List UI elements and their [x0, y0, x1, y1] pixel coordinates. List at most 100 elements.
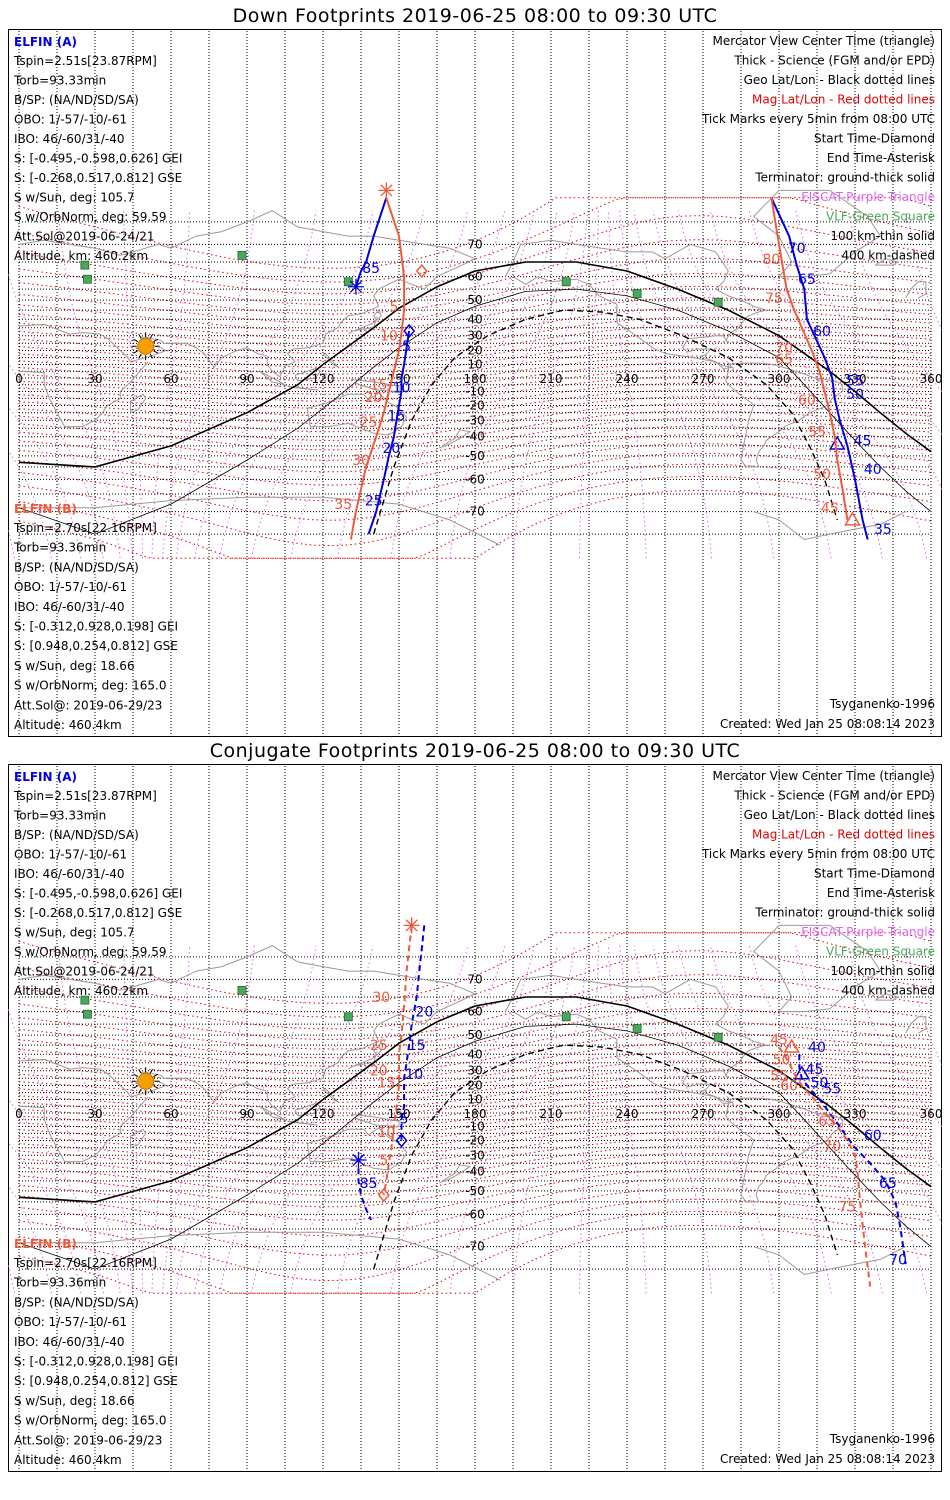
mag-longitude-line	[219, 210, 425, 559]
x-tick-label: 90	[239, 1107, 254, 1121]
y-tick-label: 40	[467, 312, 482, 326]
start-diamond-icon	[403, 323, 416, 339]
asterisk-stroke	[349, 280, 363, 293]
coastline	[130, 393, 147, 414]
mag-latitude-line	[18, 1224, 932, 1294]
y-tick-label: -30	[465, 1148, 485, 1162]
tick-time-label: 20	[415, 1005, 433, 1021]
mag-longitude-line	[123, 945, 144, 1294]
elfin-b-header: ELFIN (B)	[14, 502, 77, 516]
sun-ray	[153, 1073, 159, 1078]
mag-latitude-line	[18, 425, 932, 473]
sun-ray	[149, 1068, 154, 1074]
y-tick-label: 30	[467, 329, 482, 343]
x-tick-label: 330	[844, 1107, 867, 1121]
x-tick-label: 300	[768, 1107, 791, 1121]
tick-time-label: 85	[360, 1176, 378, 1192]
legend-entry: EISCAT-Purple Triangle	[801, 190, 935, 204]
vlf-station-square-icon	[80, 260, 90, 270]
sun-icon	[131, 332, 160, 361]
y-tick-label: -20	[465, 398, 485, 412]
tick-time-label: 55	[770, 1068, 788, 1084]
elfin-b-info-line: OBO: 1/-57/-10/-61	[14, 1315, 127, 1329]
elfin-a-info-line: S w/OrbNorm, deg: 59.59	[14, 210, 166, 224]
legend: Mercator View Center Time (triangle) Thic…	[701, 34, 935, 263]
vlf-station-square-icon	[237, 250, 247, 260]
x-tick-label: 180	[464, 1107, 487, 1121]
y-tick-label: -70	[465, 505, 485, 519]
y-tick-label: -10	[465, 385, 485, 399]
footprint-track-line	[770, 197, 869, 540]
elfin-b-info-line: S: [-0.312,0.928,0.198] GEI	[14, 1355, 178, 1369]
tick-time-label: 50	[846, 387, 864, 403]
x-tick-label: 330	[844, 372, 867, 386]
coastline	[348, 309, 382, 335]
elfin-a-info-line: Torb=93.33min	[13, 809, 106, 823]
y-tick-label: 20	[467, 344, 482, 358]
tick-time-label: 65	[775, 352, 793, 368]
coastline	[753, 511, 906, 541]
tick-time-label: 20	[370, 1064, 388, 1080]
elfin-a-info-line: B/SP: (NA/ND/SD/SA)	[14, 828, 139, 842]
center-triangle-icon	[783, 1038, 800, 1053]
legend-entry: End Time-Asterisk	[827, 151, 935, 165]
info-elfin-a: ELFIN (A) Tspin=2.51s[23.87RPM] Torb=93.33…	[13, 770, 182, 998]
sun-ray	[149, 333, 154, 339]
mag-longitude-line	[390, 945, 558, 1294]
elfin-b-info-line: S w/OrbNorm, deg: 165.0	[14, 679, 166, 693]
coastline	[322, 1088, 339, 1103]
coastline	[294, 368, 322, 382]
legend-entry: 100 km-thin solid	[830, 229, 935, 243]
elfin-b-info-line: S w/Sun, deg: 18.66	[14, 1394, 135, 1408]
legend-entry: Geo Lat/Lon - Black dotted lines	[744, 808, 935, 822]
sun-ray	[138, 1088, 142, 1094]
legend-entry: Terminator: ground-thick solid	[754, 171, 935, 185]
vlf-station-square-icon	[713, 297, 723, 307]
terminator-ground-line	[18, 996, 932, 1203]
elfin-b-info-line: Att.Sol@: 2019-06-29/23	[14, 1433, 162, 1447]
tick-time-label: 70	[823, 1139, 841, 1155]
map-conjugate-footprints: 0 30 60 90 120 150 180 210 240 270 300 330 360 -70 -60…	[8, 764, 942, 1472]
legend-entry: Thick - Science (FGM and/or EPD)	[733, 54, 935, 68]
end-asterisk-icon	[403, 917, 420, 934]
elfin-b-info-line: B/SP: (NA/ND/SD/SA)	[14, 560, 139, 574]
terminator-400km-line	[373, 1044, 838, 1270]
tick-time-label: 70	[788, 241, 806, 257]
tick-time-label: 10	[380, 329, 398, 345]
model-label: Tsyganenko-1996	[829, 1432, 935, 1446]
legend: Mercator View Center Time (triangle) Thic…	[701, 769, 935, 998]
coastline	[504, 974, 769, 1105]
mag-longitude-line	[123, 210, 144, 559]
x-tick-label: 120	[312, 1107, 335, 1121]
end-asterisk-icon	[350, 1152, 367, 1169]
tick-time-label: 55	[808, 425, 826, 441]
coastline	[905, 1016, 927, 1034]
tick-time-label: 40	[808, 1040, 826, 1056]
tick-time-label: 70	[889, 1252, 907, 1268]
vlf-station-square-icon	[632, 1024, 642, 1034]
x-tick-label: 180	[464, 372, 487, 386]
elfin-b-info-line: B/SP: (NA/ND/SD/SA)	[14, 1295, 139, 1309]
x-tick-label: 270	[692, 372, 715, 386]
elfin-b-info-line: Torb=93.36min	[13, 1276, 106, 1290]
mag-longitude-line	[748, 210, 942, 491]
elfin-a-info-line: OBO: 1/-57/-10/-61	[14, 113, 127, 127]
footprint-track-line	[367, 330, 411, 535]
sun-icon	[131, 1067, 160, 1096]
legend-entry: VLF-Green Square	[826, 210, 935, 224]
tick-time-label: 65	[818, 1114, 836, 1130]
footprint-track-line	[382, 925, 413, 1196]
elfin-a-info-line: OBO: 1/-57/-10/-61	[14, 848, 127, 862]
panel-title-conjugate: Conjugate Footprints 2019-06-25 08:00 to…	[209, 740, 741, 762]
elfin-a-info-line: S: [-0.268,0.517,0.812] GSE	[14, 171, 182, 185]
sun-ray	[149, 1088, 154, 1094]
mag-longitude-line	[8, 1098, 104, 1294]
y-tick-label: 70	[467, 237, 482, 251]
legend-entry: End Time-Asterisk	[827, 886, 935, 900]
x-tick-label: 240	[616, 372, 639, 386]
legend-entry: Terminator: ground-thick solid	[754, 906, 935, 920]
coastline	[130, 1128, 147, 1149]
asterisk-stroke	[405, 919, 418, 932]
x-tick-label: 210	[540, 372, 563, 386]
x-tick-label: 360	[920, 372, 942, 386]
